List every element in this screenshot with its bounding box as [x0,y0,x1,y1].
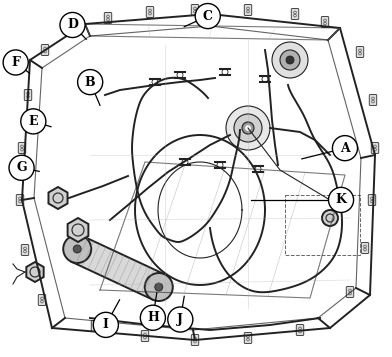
Text: H: H [147,311,159,324]
Circle shape [155,283,163,291]
FancyBboxPatch shape [191,5,199,15]
Circle shape [226,106,270,150]
FancyBboxPatch shape [21,245,29,256]
FancyBboxPatch shape [291,9,299,20]
Circle shape [234,114,262,142]
Circle shape [272,42,308,78]
FancyBboxPatch shape [141,331,149,342]
Circle shape [245,126,250,131]
Circle shape [9,155,34,180]
Circle shape [73,245,81,253]
FancyBboxPatch shape [368,195,376,206]
FancyBboxPatch shape [296,325,304,336]
FancyBboxPatch shape [346,287,354,297]
Circle shape [328,187,354,212]
Text: D: D [67,19,78,31]
Circle shape [332,136,358,161]
Text: A: A [340,142,350,155]
Circle shape [60,12,85,37]
Text: I: I [103,318,109,331]
Circle shape [145,273,173,301]
FancyBboxPatch shape [38,295,46,306]
FancyBboxPatch shape [16,195,24,206]
Text: F: F [11,56,20,69]
Text: K: K [336,193,347,206]
Polygon shape [49,187,67,209]
Text: G: G [16,161,27,174]
FancyBboxPatch shape [104,12,112,24]
FancyBboxPatch shape [361,242,369,253]
FancyBboxPatch shape [371,142,379,154]
FancyBboxPatch shape [369,95,377,106]
Circle shape [286,56,294,64]
Circle shape [3,50,28,75]
FancyBboxPatch shape [41,45,49,55]
Text: J: J [178,313,183,326]
FancyBboxPatch shape [356,46,364,57]
Text: C: C [203,10,213,22]
FancyBboxPatch shape [191,335,199,346]
Polygon shape [71,236,165,300]
FancyBboxPatch shape [91,321,99,332]
Circle shape [140,305,165,330]
FancyBboxPatch shape [321,16,329,27]
Text: E: E [29,115,38,128]
Circle shape [78,70,103,95]
Polygon shape [67,218,88,242]
FancyBboxPatch shape [244,5,252,15]
Circle shape [242,122,254,134]
FancyBboxPatch shape [244,332,252,343]
Circle shape [168,307,193,332]
Text: B: B [85,76,96,89]
Circle shape [195,4,220,29]
FancyBboxPatch shape [24,90,32,101]
Circle shape [93,312,118,337]
Circle shape [322,210,338,226]
Circle shape [280,50,300,70]
Polygon shape [26,262,44,282]
Circle shape [21,109,46,134]
Circle shape [63,235,91,263]
FancyBboxPatch shape [146,6,154,17]
FancyBboxPatch shape [18,142,26,154]
